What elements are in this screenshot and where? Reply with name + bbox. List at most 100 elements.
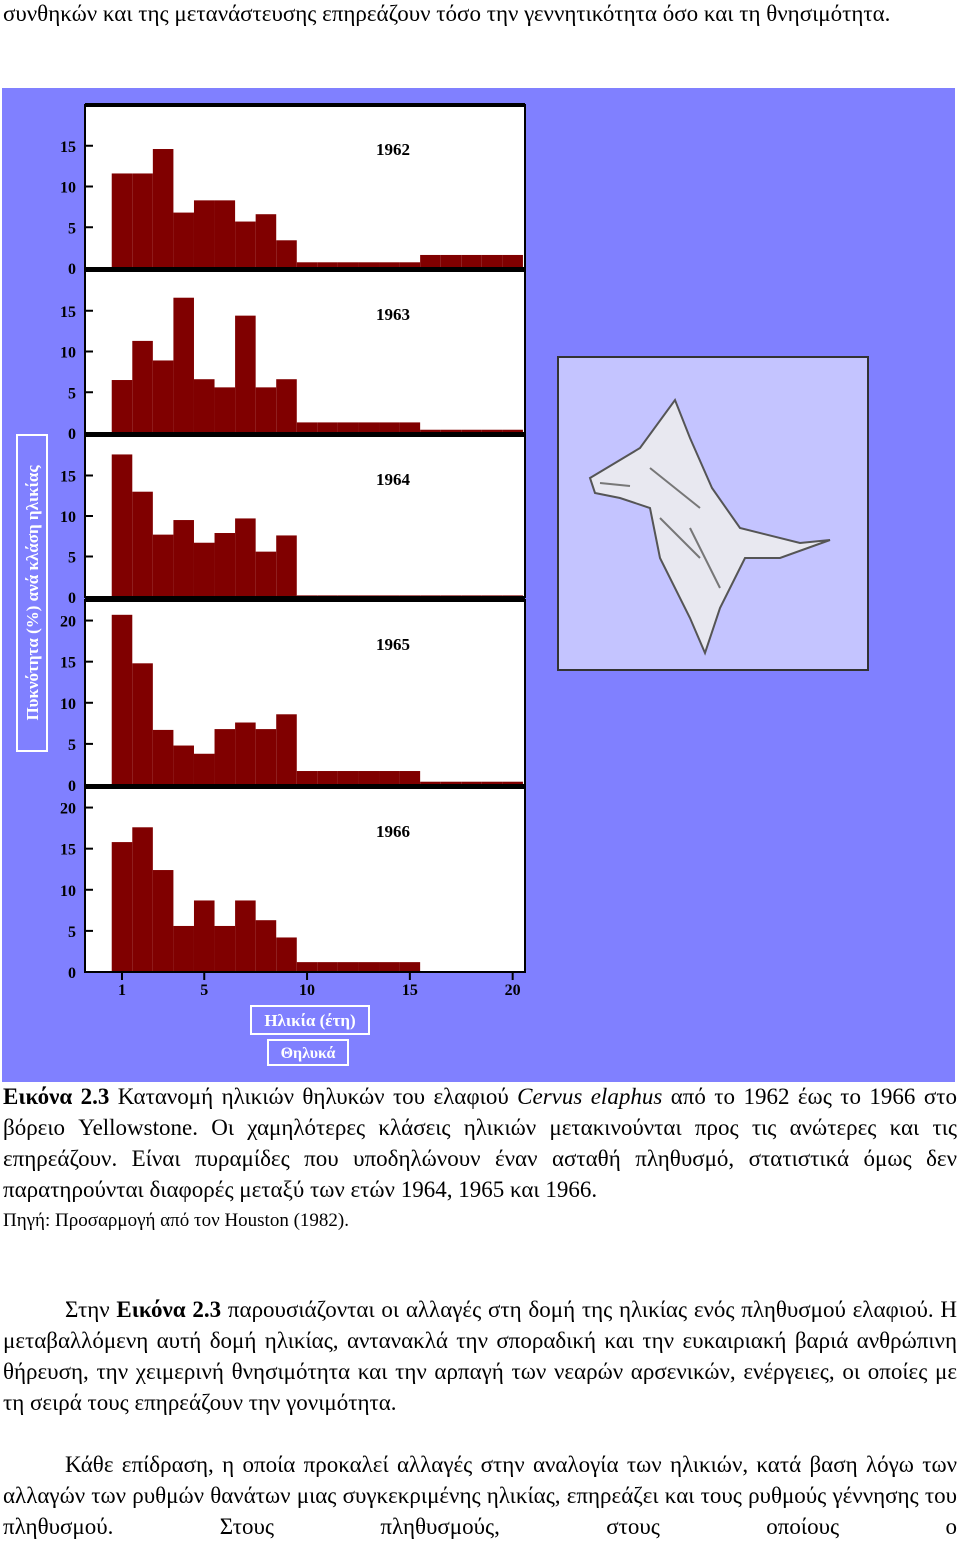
bar bbox=[440, 781, 462, 785]
bar bbox=[481, 254, 503, 268]
bar bbox=[111, 380, 133, 433]
bar bbox=[214, 729, 236, 785]
bar bbox=[358, 262, 380, 268]
caption: Εικόνα 2.3 Κατανομή ηλικιών θηλυκών του … bbox=[3, 1081, 957, 1236]
y-tick-label: 5 bbox=[68, 924, 76, 941]
bar bbox=[235, 315, 256, 433]
bar bbox=[132, 663, 153, 785]
bar bbox=[276, 937, 297, 972]
bar bbox=[255, 729, 277, 785]
caption-text: από το 1962 έως το 1966 στο βόρειο Yello… bbox=[3, 1084, 957, 1202]
bar bbox=[235, 722, 256, 785]
bar bbox=[420, 254, 441, 268]
bar bbox=[461, 254, 482, 268]
bar bbox=[214, 533, 236, 597]
figure-ref: Εικόνα 2.3 bbox=[116, 1297, 222, 1322]
bar bbox=[461, 429, 482, 433]
ylabel-box bbox=[16, 434, 48, 752]
caption-species: Cervus elaphus bbox=[517, 1084, 663, 1109]
bar bbox=[152, 149, 174, 268]
bar bbox=[152, 870, 174, 972]
y-tick-label: 0 bbox=[68, 426, 76, 443]
bar bbox=[132, 491, 153, 597]
y-tick-label: 15 bbox=[60, 304, 76, 321]
bar bbox=[440, 254, 462, 268]
bar bbox=[420, 429, 441, 433]
legend-label: Θηλυκά bbox=[281, 1045, 336, 1062]
bar bbox=[255, 214, 277, 268]
y-tick-label: 15 bbox=[60, 469, 76, 486]
panel-title: 1964 bbox=[376, 470, 411, 489]
bar bbox=[296, 262, 318, 268]
figure: Πυκνότητα (%) ανά κλάση ηλικίας Ηλικία (… bbox=[2, 88, 955, 1082]
paragraph-text: Στην bbox=[65, 1297, 117, 1322]
bar bbox=[152, 729, 174, 785]
y-tick-label: 10 bbox=[60, 883, 76, 900]
y-tick-label: 0 bbox=[68, 965, 76, 982]
bar bbox=[481, 429, 503, 433]
bar bbox=[317, 962, 338, 972]
bar bbox=[276, 240, 297, 268]
bar bbox=[481, 781, 503, 785]
bar bbox=[214, 200, 236, 268]
bar bbox=[420, 781, 441, 785]
bar bbox=[337, 422, 359, 433]
x-tick-label: 10 bbox=[299, 982, 315, 999]
panel-title: 1966 bbox=[376, 822, 410, 841]
bar bbox=[132, 340, 153, 433]
bar bbox=[173, 520, 194, 597]
x-tick-label: 20 bbox=[505, 982, 521, 999]
bar bbox=[379, 422, 400, 433]
y-tick-label: 20 bbox=[60, 801, 76, 818]
bar bbox=[296, 771, 318, 785]
bar bbox=[358, 962, 380, 972]
bar bbox=[379, 262, 400, 268]
panel-title: 1962 bbox=[376, 140, 410, 159]
y-tick-label: 10 bbox=[60, 180, 76, 197]
bar bbox=[193, 753, 215, 785]
y-tick-label: 0 bbox=[68, 590, 76, 607]
paragraph: Κάθε επίδραση, η οποία προκαλεί αλλαγές … bbox=[3, 1452, 957, 1539]
bar bbox=[214, 387, 236, 433]
x-tick-label: 15 bbox=[402, 982, 418, 999]
y-tick-label: 0 bbox=[68, 778, 76, 795]
x-tick-label: 1 bbox=[118, 982, 126, 999]
bar bbox=[111, 173, 133, 268]
bar bbox=[111, 842, 133, 972]
bar bbox=[296, 422, 318, 433]
bar bbox=[255, 920, 277, 972]
bar bbox=[214, 925, 236, 972]
y-tick-label: 15 bbox=[60, 842, 76, 859]
top-text: συνθηκών και της μετανάστευσης επηρεάζου… bbox=[3, 1, 891, 26]
bar bbox=[399, 962, 421, 972]
bar bbox=[235, 221, 256, 268]
bar bbox=[276, 379, 297, 433]
bar bbox=[173, 212, 194, 268]
bar bbox=[255, 387, 277, 433]
bar bbox=[193, 200, 215, 268]
bar bbox=[193, 542, 215, 597]
bar bbox=[193, 900, 215, 972]
bar bbox=[317, 422, 338, 433]
bar bbox=[337, 262, 359, 268]
bar bbox=[399, 262, 421, 268]
bar bbox=[502, 781, 523, 785]
y-tick-label: 5 bbox=[68, 220, 76, 237]
bar bbox=[502, 429, 523, 433]
bar bbox=[502, 254, 523, 268]
bar bbox=[358, 422, 380, 433]
caption-source: Πηγή: Προσαρμογή από τον Houston (1982). bbox=[3, 1210, 349, 1231]
y-tick-label: 0 bbox=[68, 261, 76, 278]
bar bbox=[440, 429, 462, 433]
bar bbox=[461, 781, 482, 785]
illustration bbox=[557, 356, 869, 671]
bar bbox=[399, 771, 421, 785]
panel-title: 1965 bbox=[376, 635, 410, 654]
y-tick-label: 20 bbox=[60, 614, 76, 631]
bar bbox=[193, 379, 215, 433]
caption-text: Κατανομή ηλικιών θηλυκών του ελαφιού bbox=[109, 1084, 518, 1109]
caption-label: Εικόνα 2.3 bbox=[3, 1084, 110, 1109]
bar bbox=[111, 454, 133, 597]
bar bbox=[296, 962, 318, 972]
